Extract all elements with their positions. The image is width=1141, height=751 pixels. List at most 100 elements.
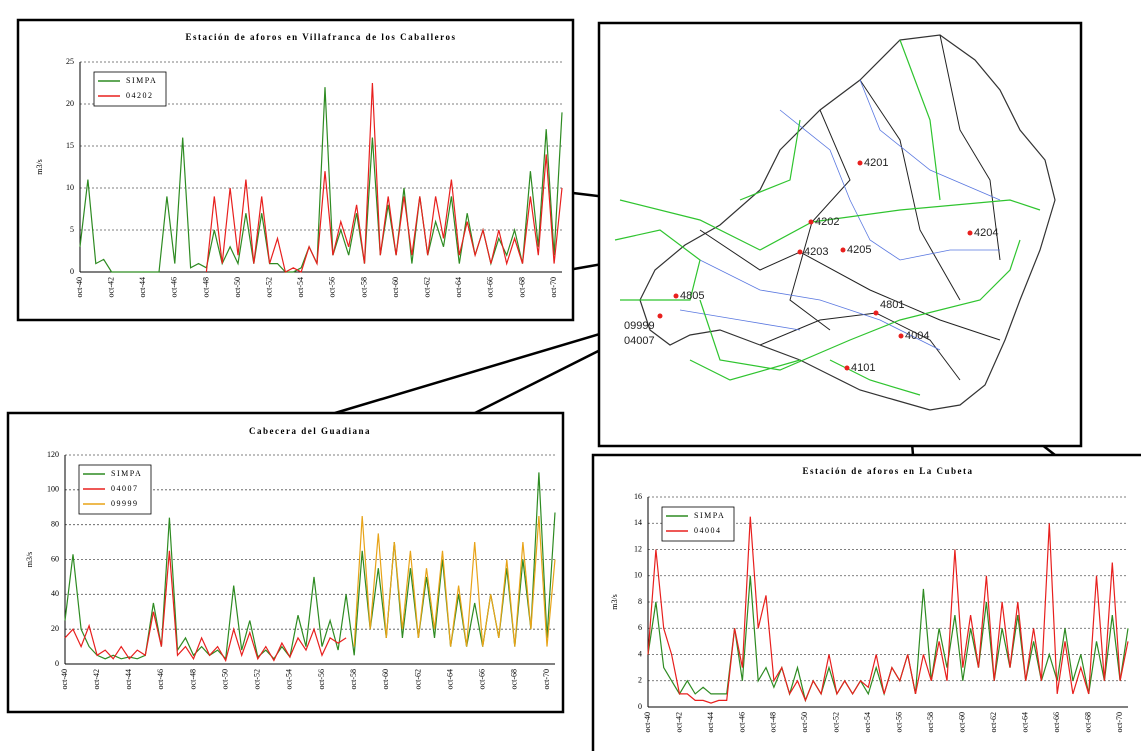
x-tick-label: oct-58: [926, 712, 935, 732]
chart-title: Cabecera del Guadiana: [249, 426, 371, 436]
x-tick-label: oct-64: [445, 669, 454, 689]
x-tick-label: oct-56: [328, 277, 337, 297]
x-tick-label: oct-66: [1052, 712, 1061, 732]
y-tick-label: 10: [634, 571, 642, 580]
x-tick-label: oct-64: [454, 277, 463, 297]
x-tick-label: oct-56: [317, 669, 326, 689]
x-tick-label: oct-40: [75, 277, 84, 297]
station-label: 4201: [864, 157, 888, 169]
x-tick-label: oct-44: [124, 669, 133, 689]
x-tick-label: oct-42: [92, 669, 101, 689]
x-tick-label: oct-48: [188, 669, 197, 689]
x-tick-label: oct-68: [517, 277, 526, 297]
map: [597, 21, 1083, 448]
x-tick-label: oct-46: [170, 277, 179, 297]
x-tick-label: oct-50: [233, 277, 242, 297]
x-tick-label: oct-66: [486, 277, 495, 297]
series-line: [205, 82, 563, 273]
y-tick-label: 0: [70, 267, 74, 276]
y-axis-label: m3/s: [610, 594, 619, 610]
x-tick-label: oct-44: [138, 277, 147, 297]
station-label: 4101: [851, 362, 875, 374]
x-tick-label: oct-50: [800, 712, 809, 732]
y-tick-label: 120: [47, 450, 59, 459]
x-tick-label: oct-60: [958, 712, 967, 732]
legend-label: SIMPA: [126, 76, 157, 85]
y-tick-label: 15: [66, 141, 74, 150]
x-tick-label: oct-48: [769, 712, 778, 732]
legend-label: 04007: [111, 484, 139, 493]
legend-box: [661, 506, 735, 542]
y-tick-label: 16: [634, 492, 642, 501]
x-tick-label: oct-66: [478, 669, 487, 689]
y-tick-label: 20: [66, 99, 74, 108]
station-label: 4801: [880, 299, 904, 311]
x-tick-label: oct-50: [220, 669, 229, 689]
x-tick-label: oct-62: [989, 712, 998, 732]
x-tick-label: oct-52: [832, 712, 841, 732]
y-tick-label: 20: [51, 624, 59, 633]
x-tick-label: oct-42: [674, 712, 683, 732]
x-tick-label: oct-54: [863, 712, 872, 732]
station-point: [657, 313, 663, 319]
chart-title: Estación de aforos en La Cubeta: [802, 466, 973, 476]
station-label: 4203: [804, 246, 828, 258]
station-label: 4004: [905, 330, 929, 342]
x-tick-label: oct-56: [895, 712, 904, 732]
x-tick-label: oct-60: [391, 277, 400, 297]
station-point: [797, 249, 803, 255]
x-tick-label: oct-70: [542, 669, 551, 689]
chart-title: Estación de aforos en Villafranca de los…: [186, 32, 457, 42]
stations: 4201 4202 4203 4205 4204 4805 4801 4004 4101 0999…: [624, 157, 998, 374]
x-tick-label: oct-52: [264, 277, 273, 297]
station-point: [840, 247, 846, 253]
x-tick-label: oct-62: [413, 669, 422, 689]
x-tick-label: oct-70: [549, 277, 558, 297]
series-line: [353, 515, 556, 647]
station-label: 4204: [974, 227, 998, 239]
series-line: [647, 516, 1129, 704]
y-tick-label: 2: [638, 676, 642, 685]
x-tick-label: oct-46: [737, 712, 746, 732]
legend-label: 04202: [126, 91, 154, 100]
y-tick-label: 100: [47, 485, 59, 494]
y-tick-label: 80: [51, 519, 59, 528]
series-line: [64, 550, 347, 663]
y-tick-label: 4: [638, 649, 642, 658]
chart-frame: [6, 411, 565, 714]
y-tick-label: 14: [634, 518, 642, 527]
x-tick-label: oct-62: [423, 277, 432, 297]
x-tick-label: oct-44: [706, 712, 715, 732]
station-label: 4205: [847, 244, 871, 256]
x-tick-label: oct-58: [359, 277, 368, 297]
chart-frame: [591, 453, 1141, 751]
station-point: [857, 160, 863, 166]
x-tick-label: oct-40: [643, 712, 652, 732]
station-label: 09999: [624, 320, 655, 332]
x-tick-label: oct-58: [349, 669, 358, 689]
x-tick-label: oct-42: [106, 277, 115, 297]
x-tick-label: oct-70: [1115, 712, 1124, 732]
legend-label: SIMPA: [111, 469, 142, 478]
station-label: 4202: [815, 216, 839, 228]
y-tick-label: 0: [638, 702, 642, 711]
y-tick-label: 0: [55, 659, 59, 668]
y-tick-label: 12: [634, 544, 642, 553]
y-tick-label: 8: [638, 597, 642, 606]
station-point: [967, 230, 973, 236]
y-tick-label: 60: [51, 554, 59, 563]
legend-label: 09999: [111, 499, 139, 508]
y-axis-label: m3/s: [35, 159, 44, 175]
x-tick-label: oct-52: [253, 669, 262, 689]
x-tick-label: oct-46: [156, 669, 165, 689]
station-point: [873, 310, 879, 316]
station-point: [808, 219, 814, 225]
x-tick-label: oct-40: [60, 669, 69, 689]
y-tick-label: 25: [66, 57, 74, 66]
x-tick-label: oct-64: [1021, 712, 1030, 732]
station-label: 4805: [680, 290, 704, 302]
x-tick-label: oct-54: [296, 277, 305, 297]
station-point: [844, 365, 850, 371]
x-tick-label: oct-60: [381, 669, 390, 689]
